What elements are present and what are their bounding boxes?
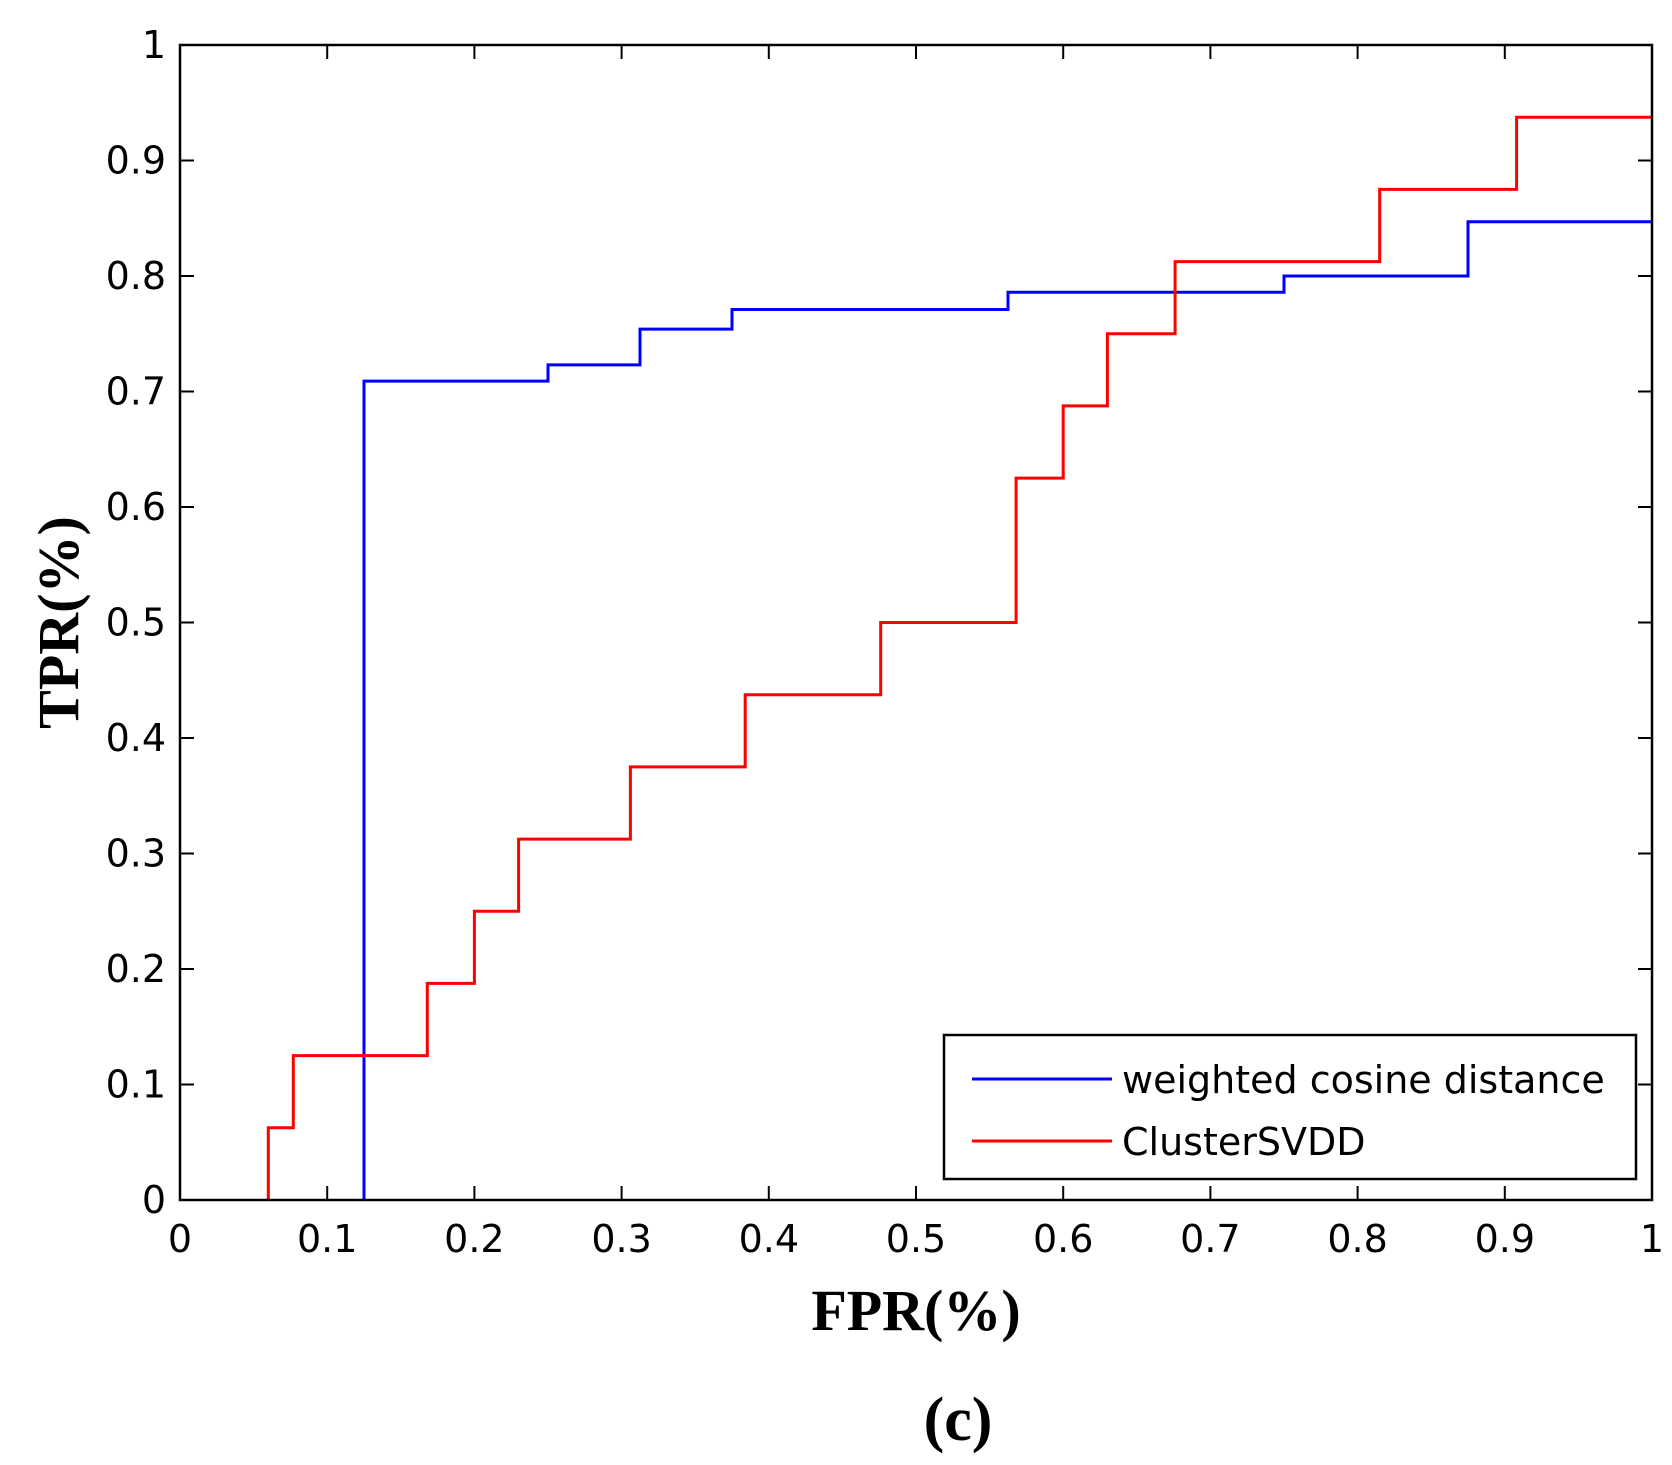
- legend-label: ClusterSVDD: [1122, 1120, 1366, 1164]
- x-tick-label: 1: [1640, 1217, 1664, 1261]
- x-tick-label: 0.1: [297, 1217, 357, 1261]
- y-tick-label: 0.7: [106, 370, 166, 414]
- x-tick-label: 0.2: [444, 1217, 504, 1261]
- series-line-clustersvdd: [266, 115, 1652, 1200]
- y-tick-label: 0.3: [106, 832, 166, 876]
- x-tick-label: 0.8: [1327, 1217, 1387, 1261]
- x-tick-label: 0.7: [1180, 1217, 1240, 1261]
- y-tick-label: 0.8: [106, 254, 166, 298]
- legend-box: [942, 1033, 1638, 1181]
- x-tick-label: 0.9: [1475, 1217, 1535, 1261]
- y-tick-label: 1: [142, 23, 166, 67]
- x-axis-title: FPR(%): [811, 1278, 1020, 1343]
- x-tick-label: 0.5: [886, 1217, 946, 1261]
- y-tick-label: 0.4: [106, 716, 166, 760]
- plot-frame: [178, 43, 1654, 1202]
- series-line-weighted-cosine-distance: [362, 220, 1652, 1200]
- y-tick-label: 0.1: [106, 1063, 166, 1107]
- x-tick-label: 0.6: [1033, 1217, 1093, 1261]
- x-tick-label: 0.4: [739, 1217, 799, 1261]
- panel-label: (c): [924, 1386, 993, 1454]
- y-tick-label: 0: [142, 1178, 166, 1222]
- y-tick-label: 0.6: [106, 485, 166, 529]
- legend-label: weighted cosine distance: [1122, 1058, 1605, 1102]
- x-tick-label: 0: [168, 1217, 192, 1261]
- ticks-layer: 0 0.1 0.2 0.3 0.4 0.5 0.6 0.7 0.8 0.9 1 0 0.1 0.2 0.3 0…: [106, 23, 1665, 1261]
- y-axis-title: TPR(%): [26, 516, 91, 729]
- series-layer: [266, 115, 1652, 1200]
- y-tick-label: 0.2: [106, 947, 166, 991]
- y-tick-label: 0.5: [106, 601, 166, 645]
- x-tick-label: 0.3: [591, 1217, 651, 1261]
- legend: weighted cosine distance ClusterSVDD: [942, 1033, 1638, 1181]
- y-tick-label: 0.9: [106, 139, 166, 183]
